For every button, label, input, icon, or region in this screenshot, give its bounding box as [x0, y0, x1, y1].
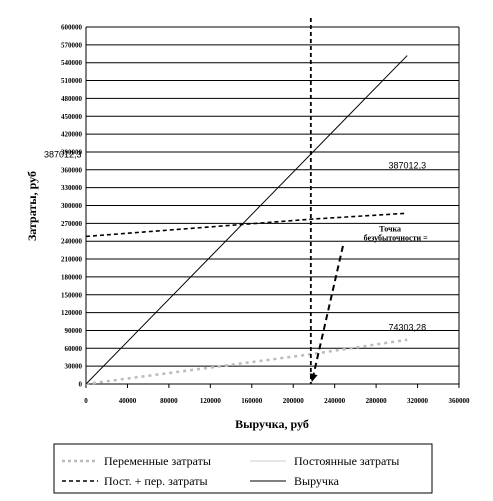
y-tick-label: 480000: [61, 95, 83, 103]
annotation-4: безубыточности =: [364, 234, 428, 243]
y-tick-label: 0: [79, 381, 83, 389]
y-tick-label: 90000: [65, 327, 83, 335]
breakeven-arrow-head: [309, 373, 318, 382]
x-axis-title: Выручка, руб: [235, 417, 309, 431]
annotation-2: 74303,28: [389, 322, 427, 332]
y-axis-title: Затраты, руб: [25, 171, 39, 241]
y-tick-label: 510000: [61, 77, 83, 85]
x-tick-label: 200000: [283, 397, 305, 405]
x-tick-label: 120000: [200, 397, 222, 405]
x-tick-label: 280000: [366, 397, 388, 405]
series-line-0: [85, 338, 408, 386]
y-tick-label: 390000: [61, 148, 83, 156]
y-tick-label: 360000: [61, 166, 83, 174]
series-layer: [85, 18, 408, 386]
annotation-3: Точка: [379, 225, 401, 234]
x-tick-label: 320000: [407, 397, 429, 405]
y-tick-label: 450000: [61, 113, 83, 121]
y-tick-label: 570000: [61, 41, 83, 49]
x-tick-label: 40000: [119, 397, 137, 405]
x-tick-label: 160000: [241, 397, 263, 405]
y-tick-label: 330000: [61, 184, 83, 192]
tick-labels: 0 30000 60000 90000 120000 150000 180000 210000…: [61, 24, 470, 406]
series-line-2: [85, 212, 408, 238]
y-tick-label: 210000: [61, 256, 83, 264]
x-tick-label: 0: [84, 397, 88, 405]
legend-box: [53, 443, 433, 494]
x-tick-label: 360000: [449, 397, 471, 405]
plot-frame: [85, 27, 460, 388]
y-tick-label: 240000: [61, 238, 83, 246]
legend-label-variable-costs: Переменные затраты: [104, 454, 211, 468]
y-tick-label: 60000: [65, 345, 83, 353]
y-tick-label: 150000: [61, 291, 83, 299]
y-tick-label: 300000: [61, 202, 83, 210]
legend-label-fixed-costs: Постоянные затраты: [294, 454, 399, 468]
annotation-1: 387012,3: [389, 161, 427, 171]
y-tick-label: 540000: [61, 59, 83, 67]
annotation-0: 387012,3: [44, 149, 82, 159]
horizontal-gridlines: [86, 26, 459, 385]
legend-label-total-costs: Пост. + пер. затраты: [104, 474, 208, 488]
legend-label-revenue: Выручка: [294, 474, 340, 488]
series-line-3: [85, 55, 408, 385]
y-tick-label: 270000: [61, 220, 83, 228]
y-tick-label: 180000: [61, 273, 83, 281]
legend: Переменные затраты Постоянные затраты По…: [53, 443, 433, 494]
x-tick-label: 240000: [324, 397, 346, 405]
y-tick-label: 600000: [61, 24, 83, 32]
y-tick-label: 420000: [61, 131, 83, 139]
y-tick-label: 30000: [65, 363, 83, 371]
x-tick-label: 80000: [160, 397, 178, 405]
annotations: 387012,3 387012,3 74303,28 Точкабезубыточно…: [44, 149, 428, 332]
breakeven-arrow: [310, 245, 344, 383]
y-tick-label: 120000: [61, 309, 83, 317]
